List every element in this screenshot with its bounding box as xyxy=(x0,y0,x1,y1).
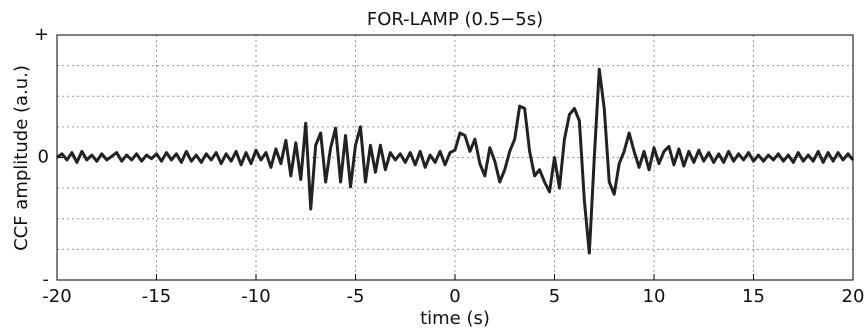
x-tick-label: -20 xyxy=(42,286,71,307)
x-tick-label: 20 xyxy=(842,286,865,307)
y-tick-label: - xyxy=(43,269,50,290)
x-tick-label: 15 xyxy=(742,286,765,307)
y-tick-label: + xyxy=(34,24,49,45)
x-tick-label: 10 xyxy=(643,286,666,307)
x-tick-label: -15 xyxy=(142,286,171,307)
x-tick-label: 0 xyxy=(449,286,460,307)
chart-title: FOR-LAMP (0.5−5s) xyxy=(367,9,543,30)
plot-frame xyxy=(56,34,854,281)
y-axis-label: CCF amplitude (a.u.) xyxy=(11,65,32,251)
data-line xyxy=(56,67,855,255)
x-tick-label: 5 xyxy=(549,286,560,307)
x-axis-label: time (s) xyxy=(420,308,490,329)
y-tick-label: 0 xyxy=(38,147,49,168)
x-tick-label: -10 xyxy=(241,286,270,307)
x-tick-label: -5 xyxy=(347,286,365,307)
